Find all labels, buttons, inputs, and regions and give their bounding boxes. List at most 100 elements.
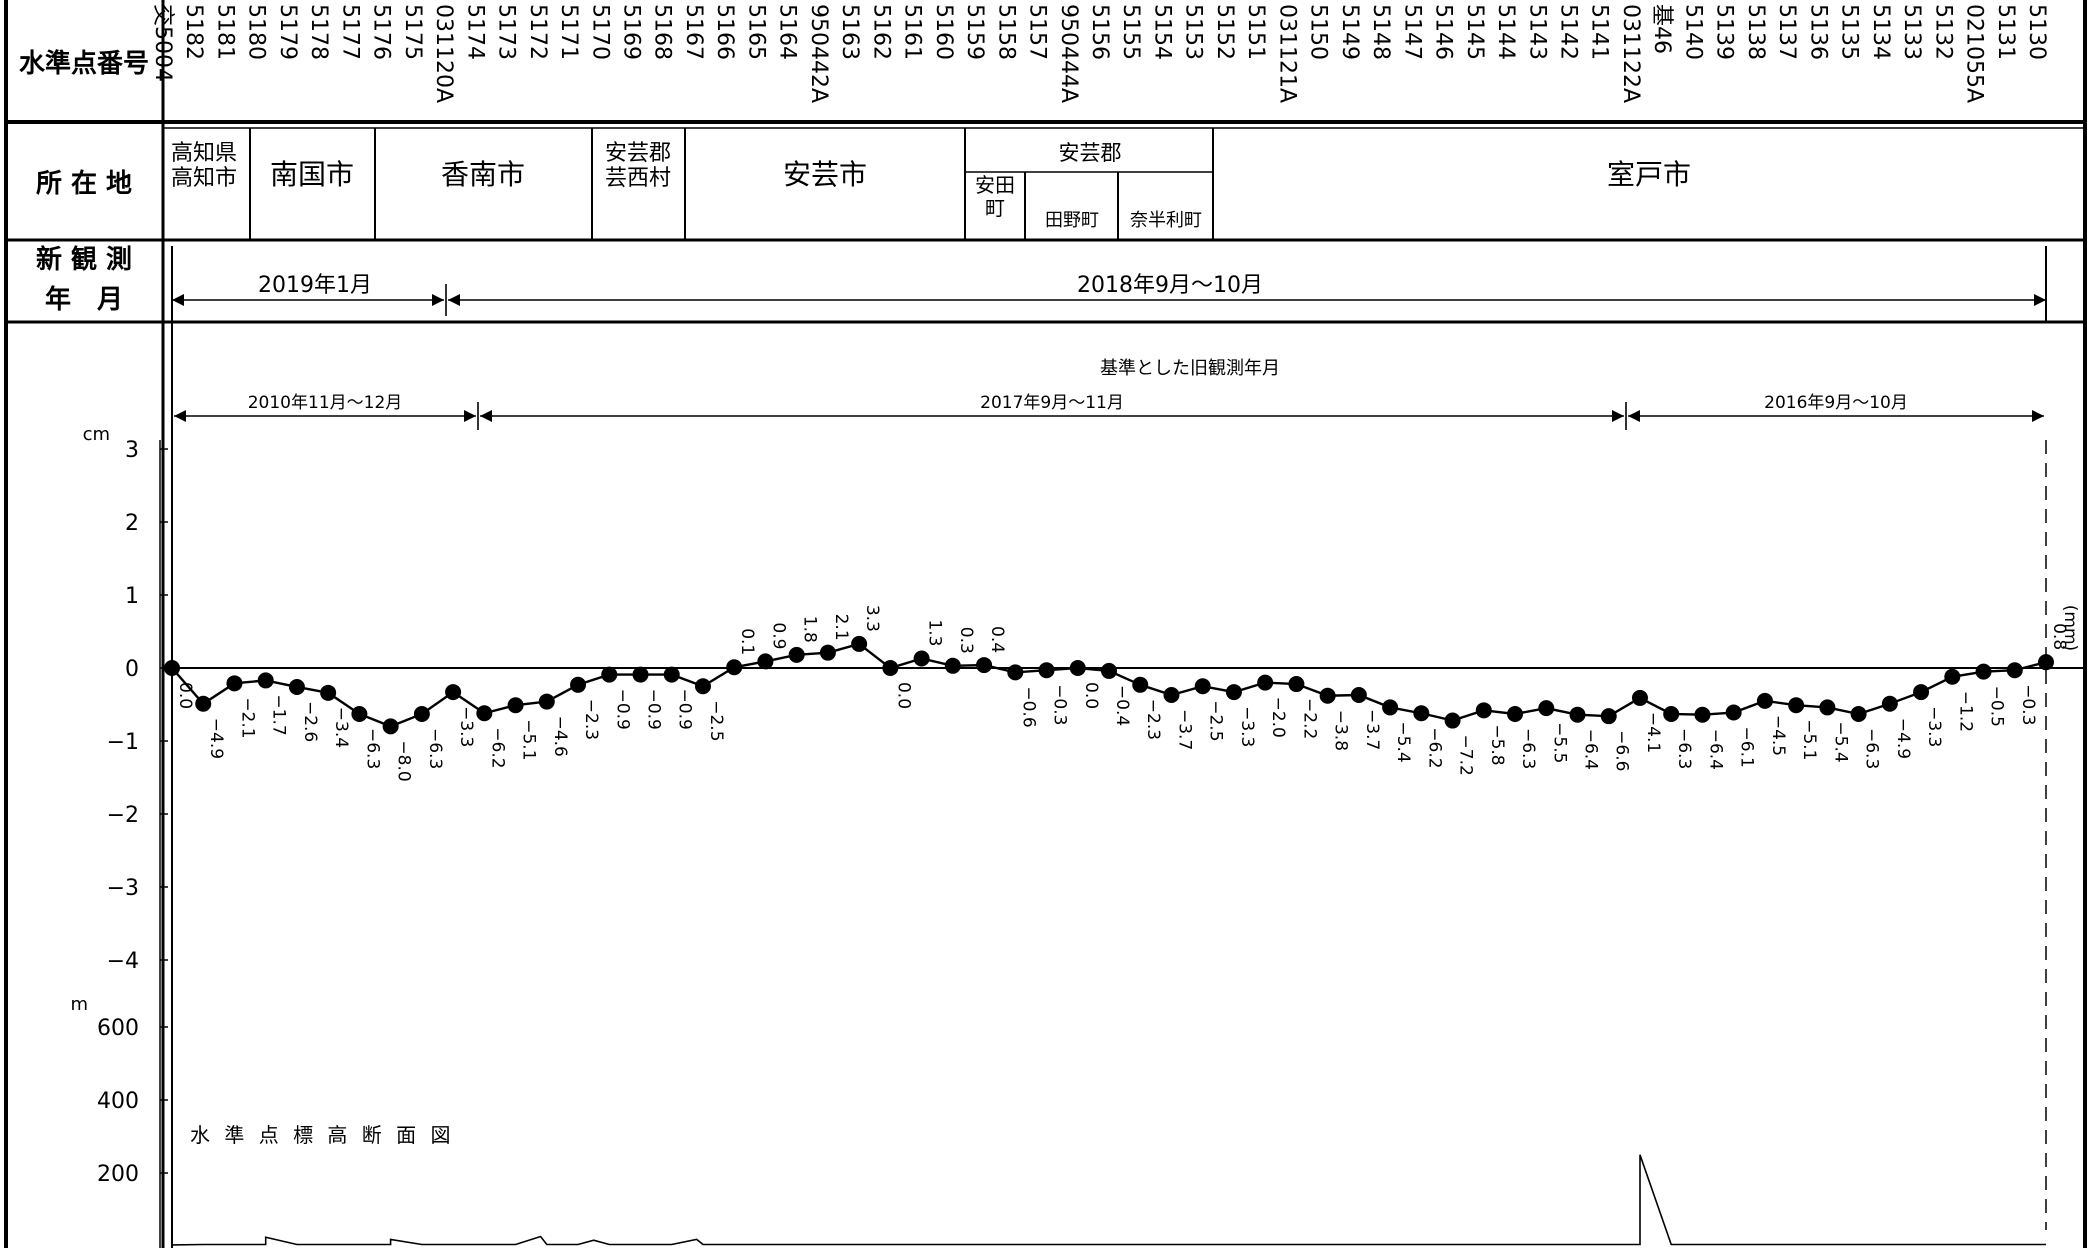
benchmark-label: 5166 bbox=[712, 4, 737, 60]
data-label: −6.3 bbox=[1518, 728, 1538, 769]
benchmark-label: 5173 bbox=[494, 4, 519, 60]
data-label: 1.3 bbox=[925, 619, 945, 646]
benchmark-label: 5178 bbox=[306, 4, 331, 60]
data-label: −6.2 bbox=[487, 727, 507, 768]
data-point bbox=[1257, 674, 1274, 691]
data-point bbox=[2006, 662, 2023, 679]
data-point bbox=[320, 684, 337, 701]
data-point bbox=[1163, 687, 1180, 704]
benchmark-label: 5179 bbox=[275, 4, 300, 60]
benchmark-label: 5154 bbox=[1149, 4, 1174, 60]
data-label: 0.1 bbox=[737, 628, 757, 655]
benchmark-label: 5149 bbox=[1337, 4, 1362, 60]
benchmark-label: 031121A bbox=[1274, 4, 1299, 103]
reference-arrow-head-right bbox=[2032, 410, 2044, 422]
data-point bbox=[726, 659, 743, 676]
benchmark-label: 5152 bbox=[1212, 4, 1237, 60]
data-point bbox=[476, 705, 493, 722]
data-label: −3.7 bbox=[1174, 709, 1194, 750]
benchmark-labels: 交5004 5182 5181 5180 5179 5178 5177 5176 5175 031… bbox=[150, 4, 2049, 103]
benchmark-label: 5134 bbox=[1868, 4, 1893, 60]
data-point bbox=[632, 666, 649, 683]
data-label: −0.6 bbox=[1018, 686, 1038, 727]
benchmark-label: 5144 bbox=[1493, 4, 1518, 60]
data-point bbox=[944, 657, 961, 674]
benchmark-label: 950444A bbox=[1056, 4, 1081, 103]
data-point bbox=[1475, 702, 1492, 719]
location-name: 香南市 bbox=[441, 158, 525, 191]
data-label: −6.3 bbox=[1862, 728, 1882, 769]
benchmark-label: 5130 bbox=[2024, 4, 2049, 60]
data-label: −6.1 bbox=[1737, 727, 1757, 768]
data-point bbox=[1038, 662, 1055, 679]
data-point bbox=[445, 684, 462, 701]
data-point bbox=[1350, 687, 1367, 704]
benchmark-label: 5139 bbox=[1712, 4, 1737, 60]
data-label: −5.5 bbox=[1549, 722, 1569, 763]
reference-period: 2017年9月～11月 bbox=[980, 393, 1124, 413]
data-point bbox=[1975, 663, 1992, 680]
benchmark-label: 031122A bbox=[1618, 4, 1643, 103]
benchmark-label: 5143 bbox=[1524, 4, 1549, 60]
data-point bbox=[1694, 706, 1711, 723]
data-label: −1.2 bbox=[1955, 691, 1975, 732]
benchmark-label: 5156 bbox=[1087, 4, 1112, 60]
data-point bbox=[1788, 697, 1805, 714]
new-obs-header-1: 新 観 測 bbox=[36, 244, 132, 275]
reference-arrow-head-left bbox=[174, 410, 186, 422]
benchmark-label: 5176 bbox=[369, 4, 394, 60]
data-point bbox=[1382, 699, 1399, 716]
benchmark-label: 5155 bbox=[1118, 4, 1143, 60]
data-point bbox=[1132, 676, 1149, 693]
benchmark-label: 交5004 bbox=[150, 4, 175, 82]
benchmark-label: 5135 bbox=[1837, 4, 1862, 60]
data-label: 3.3 bbox=[862, 605, 882, 632]
reference-annotation: 基準とした旧観測年月 bbox=[1100, 358, 1280, 379]
data-point bbox=[1069, 660, 1086, 676]
data-label: −4.5 bbox=[1768, 715, 1788, 756]
benchmark-label: 基46 bbox=[1649, 4, 1674, 54]
data-label: −0.5 bbox=[1987, 686, 2007, 727]
data-point bbox=[1850, 705, 1867, 722]
data-label: −4.1 bbox=[1643, 712, 1663, 753]
data-point bbox=[1631, 689, 1648, 706]
benchmark-label: 5147 bbox=[1399, 4, 1424, 60]
benchmark-label: 5148 bbox=[1368, 4, 1393, 60]
data-label: −6.3 bbox=[425, 728, 445, 769]
data-label: −0.9 bbox=[612, 689, 632, 730]
location-name-line1: 高知県 bbox=[171, 141, 237, 166]
benchmark-label: 5161 bbox=[900, 4, 925, 60]
benchmark-label: 5142 bbox=[1556, 4, 1581, 60]
data-label: −4.9 bbox=[206, 718, 226, 759]
data-point bbox=[1194, 678, 1211, 695]
data-point bbox=[1663, 705, 1680, 722]
data-point bbox=[382, 718, 399, 735]
data-label: −5.4 bbox=[1393, 721, 1413, 762]
benchmark-label: 5159 bbox=[962, 4, 987, 60]
data-point bbox=[913, 650, 930, 667]
reference-period: 2010年11月～12月 bbox=[248, 393, 403, 413]
benchmark-label: 5140 bbox=[1680, 4, 1705, 60]
data-point bbox=[538, 693, 555, 710]
y-tick-label: 2 bbox=[125, 511, 139, 536]
benchmark-label: 5164 bbox=[775, 4, 800, 60]
district-group-label: 安芸郡 bbox=[1059, 141, 1122, 165]
data-point bbox=[976, 657, 993, 674]
location-name: 安芸市 bbox=[783, 158, 867, 191]
data-label: −7.2 bbox=[1456, 735, 1476, 776]
data-label: −2.3 bbox=[1143, 699, 1163, 740]
benchmark-label: 5158 bbox=[993, 4, 1018, 60]
period-arrow-1-head-right bbox=[432, 294, 444, 306]
benchmark-label: 5162 bbox=[868, 4, 893, 60]
data-label: 2.1 bbox=[831, 614, 851, 641]
data-point bbox=[1913, 684, 1930, 701]
data-label: −0.3 bbox=[2018, 684, 2038, 725]
benchmark-label: 5136 bbox=[1805, 4, 1830, 60]
data-label: −4.6 bbox=[550, 716, 570, 757]
location-name-line1: 安芸郡 bbox=[605, 141, 671, 166]
profile-tick-label: 600 bbox=[97, 1016, 139, 1041]
data-point bbox=[195, 695, 212, 712]
data-label: −6.6 bbox=[1612, 730, 1632, 771]
data-point bbox=[851, 635, 868, 652]
